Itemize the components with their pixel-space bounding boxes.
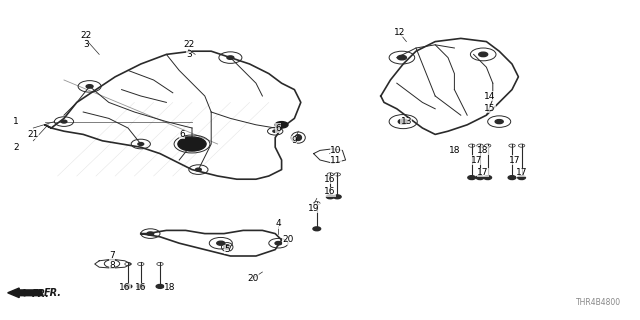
Text: FR.: FR. <box>32 289 50 299</box>
Circle shape <box>508 176 516 180</box>
Ellipse shape <box>295 135 301 140</box>
Text: 16: 16 <box>135 284 147 292</box>
Ellipse shape <box>225 245 230 249</box>
Text: 7: 7 <box>109 252 115 260</box>
Text: 14: 14 <box>484 92 495 100</box>
Text: 6: 6 <box>180 130 185 139</box>
Text: 21: 21 <box>28 130 39 139</box>
FancyArrow shape <box>8 288 42 298</box>
Text: 8: 8 <box>109 261 115 270</box>
Text: 16: 16 <box>324 175 335 184</box>
Circle shape <box>333 195 341 199</box>
Text: 9: 9 <box>292 136 297 145</box>
Circle shape <box>273 130 278 132</box>
Text: 17: 17 <box>471 156 483 164</box>
Text: 20: 20 <box>282 236 294 244</box>
Circle shape <box>178 137 206 151</box>
Circle shape <box>196 168 201 171</box>
Circle shape <box>156 284 164 288</box>
Circle shape <box>495 120 503 124</box>
Text: 1: 1 <box>13 117 19 126</box>
Text: 12: 12 <box>394 28 406 36</box>
Circle shape <box>476 176 484 180</box>
Text: 22: 22 <box>81 31 92 40</box>
Circle shape <box>479 52 488 57</box>
Circle shape <box>86 85 93 88</box>
Text: 18: 18 <box>164 284 175 292</box>
Text: 17: 17 <box>516 168 527 177</box>
Text: 22: 22 <box>183 40 195 49</box>
Circle shape <box>147 232 154 235</box>
Text: 3: 3 <box>84 40 89 49</box>
Circle shape <box>138 143 144 145</box>
Text: 18: 18 <box>449 146 460 155</box>
Circle shape <box>275 242 282 245</box>
Circle shape <box>398 119 408 124</box>
Circle shape <box>227 56 234 59</box>
Text: 6: 6 <box>276 124 281 132</box>
Text: 20: 20 <box>247 274 259 283</box>
Circle shape <box>397 55 406 60</box>
Text: 13: 13 <box>401 117 412 126</box>
Circle shape <box>217 241 225 245</box>
Text: 3: 3 <box>186 50 191 59</box>
Circle shape <box>484 176 492 180</box>
Circle shape <box>275 122 288 128</box>
Circle shape <box>124 284 132 288</box>
Text: THR4B4800: THR4B4800 <box>575 298 621 307</box>
Text: 17: 17 <box>477 168 489 177</box>
Text: FR.: FR. <box>44 288 61 298</box>
Text: 11: 11 <box>330 156 342 164</box>
Text: 18: 18 <box>477 146 489 155</box>
Circle shape <box>468 176 476 180</box>
Circle shape <box>518 176 525 180</box>
Text: 19: 19 <box>308 204 319 212</box>
Text: 17: 17 <box>509 156 521 164</box>
Text: 16: 16 <box>324 188 335 196</box>
Circle shape <box>326 195 334 199</box>
Text: 4: 4 <box>276 220 281 228</box>
Circle shape <box>137 284 145 288</box>
Circle shape <box>61 120 67 123</box>
Text: 10: 10 <box>330 146 342 155</box>
Text: 15: 15 <box>484 104 495 113</box>
Circle shape <box>313 227 321 231</box>
Text: 2: 2 <box>13 143 19 152</box>
Text: 5: 5 <box>225 245 230 254</box>
Text: 16: 16 <box>119 284 131 292</box>
